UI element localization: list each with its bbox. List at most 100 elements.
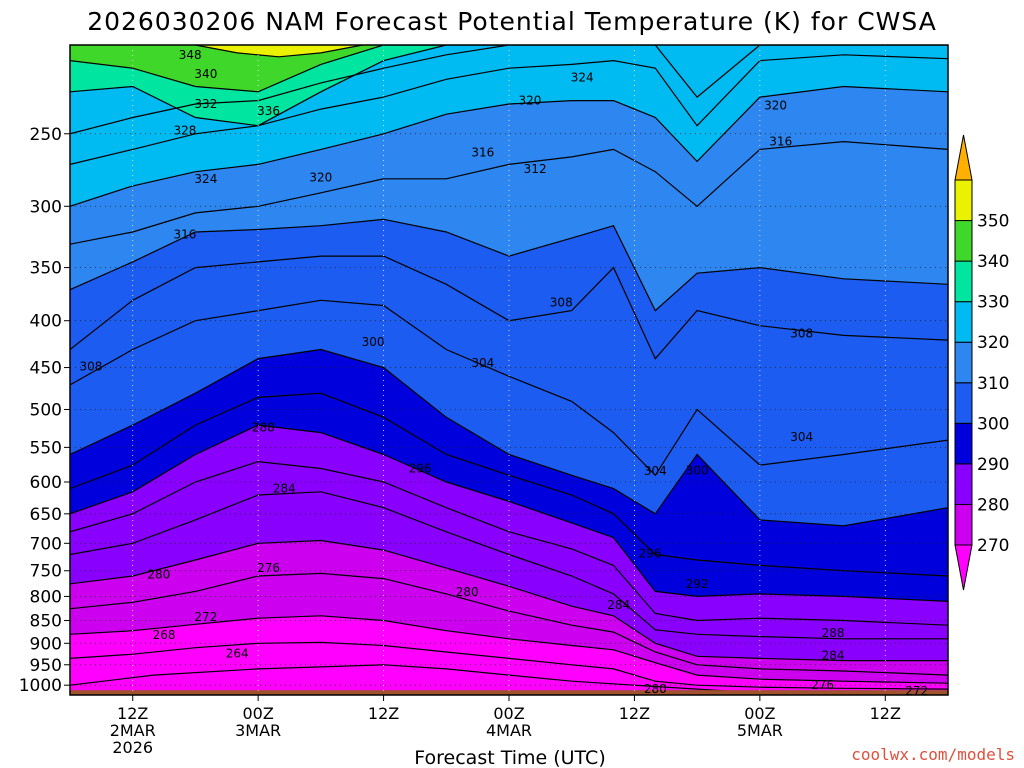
x-tick-label: 12Z [619, 704, 650, 723]
contour-272 [70, 615, 948, 684]
contour-label: 324 [571, 70, 594, 84]
contour-344 [70, 45, 447, 93]
contour-328 [70, 45, 948, 135]
contour-label: 348 [179, 48, 202, 62]
credit-link[interactable]: coolwx.com/models [851, 745, 1015, 764]
y-tick-label: 500 [30, 400, 62, 420]
x-tick-label: 12Z [870, 704, 901, 723]
x-tick-label: 5MAR [737, 721, 783, 740]
y-tick-label: 700 [30, 534, 62, 554]
contour-label: 264 [226, 647, 249, 661]
y-axis: 250 300 350 400 450 500 550 600 650 700 750 800 8509… [19, 125, 70, 696]
contour-label: 284 [273, 482, 296, 496]
y-tick-label: 900 [30, 634, 62, 654]
contour-label: 284 [607, 598, 630, 612]
contour-304 [70, 299, 948, 477]
colorbar-label: 300 [977, 414, 1009, 434]
colorbar-label: 320 [977, 333, 1009, 353]
contour-label: 312 [524, 162, 547, 176]
x-axis-label: Forecast Time (UTC) [414, 747, 605, 768]
colorbar-label: 330 [977, 293, 1009, 313]
ground-layer [70, 690, 948, 695]
theta-band-350 [195, 45, 363, 57]
temperature-fill-layer [70, 45, 948, 694]
grid-layer [70, 45, 948, 695]
colorbar-swatch [954, 301, 973, 343]
contour-label-layer: 348 340 332 336 328 324 320 316 324 320 320 316 312 3… [79, 48, 928, 696]
contour-280 [70, 539, 948, 662]
x-tick-label: 00Z [744, 704, 775, 723]
contour-324 [70, 54, 948, 165]
contour-label: 268 [153, 628, 176, 642]
contour-320 [70, 85, 948, 207]
x-tick-label: 12Z [368, 704, 399, 723]
colorbar-swatch [954, 179, 973, 222]
contour-350 [195, 45, 363, 58]
contour-label: 300 [686, 464, 709, 478]
contour-label: 316 [471, 145, 494, 159]
contour-label: 280 [147, 567, 170, 581]
contour-label: 340 [194, 67, 217, 81]
colorbar-swatch [954, 382, 973, 424]
y-tick-label: 600 [30, 473, 62, 493]
y-tick-label: 650 [30, 505, 62, 525]
contour-label: 280 [644, 682, 667, 696]
colorbar-low-triangle [954, 544, 973, 591]
colorbar-swatch [954, 220, 973, 262]
contour-label: 332 [194, 97, 217, 111]
y-tick-label: 1000 [19, 676, 62, 696]
contour-label: 320 [764, 99, 787, 113]
colorbar-label: 350 [977, 212, 1009, 232]
y-tick-label: 400 [30, 312, 62, 332]
contour-312 [70, 218, 948, 312]
contour-284 [70, 491, 948, 640]
y-tick-label: 350 [30, 259, 62, 279]
x-tick-label: 00Z [242, 704, 273, 723]
y-tick-label: 550 [30, 438, 62, 458]
contour-label: 316 [769, 135, 792, 149]
contour-label: 304 [790, 430, 813, 444]
contour-label: 308 [790, 326, 813, 340]
contour-label: 296 [639, 546, 662, 560]
colorbar: 270 280 290 300 310 320 330 340 350 [954, 134, 1009, 591]
contour-label: 272 [194, 610, 217, 624]
contour-label: 324 [194, 172, 217, 186]
contour-292 [70, 424, 948, 602]
contour-label: 320 [518, 94, 541, 108]
contour-300 [70, 348, 948, 527]
contour-label: 304 [644, 464, 667, 478]
contour-label: 320 [309, 170, 332, 184]
y-tick-label: 300 [30, 197, 62, 217]
contour-label: 276 [257, 561, 280, 575]
contour-label: 316 [174, 227, 197, 241]
contour-label: 304 [471, 356, 494, 370]
contour-268 [70, 641, 948, 690]
contour-label: 296 [409, 462, 432, 476]
x-tick-label: 2MAR [110, 721, 156, 740]
colorbar-swatch [954, 260, 973, 303]
y-tick-label: 250 [30, 125, 62, 145]
y-tick-label: 850 [30, 612, 62, 632]
colorbar-label: 310 [977, 374, 1009, 394]
colorbar-label: 270 [977, 536, 1009, 556]
y-tick-label: 800 [30, 587, 62, 607]
x-tick-label: 2026 [112, 738, 153, 757]
contour-288 [70, 460, 948, 626]
x-tick-label: 3MAR [235, 721, 281, 740]
contour-label: 328 [174, 124, 197, 138]
contour-336 [70, 45, 509, 127]
contour-label: 288 [252, 420, 275, 434]
chart-title: 2026030206 NAM Forecast Potential Temper… [87, 7, 937, 36]
colorbar-swatch [954, 341, 973, 384]
y-tick-label: 750 [30, 562, 62, 582]
contour-label: 300 [362, 335, 385, 349]
colorbar-label: 290 [977, 455, 1009, 475]
contour-label: 308 [79, 360, 102, 374]
x-tick-label: 12Z [117, 704, 148, 723]
contour-316 [70, 140, 948, 245]
y-tick-label: 450 [30, 359, 62, 379]
contour-label: 276 [811, 678, 834, 692]
contour-label: 308 [550, 295, 573, 309]
theta-band-344 [70, 45, 447, 92]
